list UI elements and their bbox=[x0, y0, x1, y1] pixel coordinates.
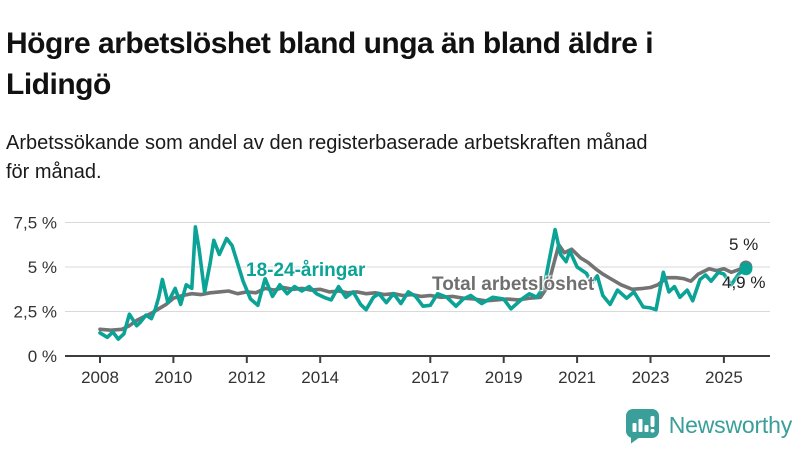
x-tick-label: 2021 bbox=[558, 368, 596, 387]
end-value-label-total: 5 % bbox=[729, 235, 759, 254]
newsworthy-logo: Newsworthy bbox=[624, 407, 792, 444]
newsworthy-logo-text: Newsworthy bbox=[668, 412, 792, 438]
x-tick-label: 2019 bbox=[485, 368, 523, 387]
x-tick-label: 2025 bbox=[705, 368, 743, 387]
y-tick-label: 2,5 % bbox=[14, 303, 57, 322]
series-end-dot-youth bbox=[739, 262, 753, 276]
page-title: Högre arbetslöshet bland unga än bland ä… bbox=[6, 27, 654, 101]
x-tick-label: 2008 bbox=[81, 368, 119, 387]
x-tick-label: 2010 bbox=[154, 368, 192, 387]
series-line-total bbox=[98, 242, 748, 332]
x-tick-label: 2014 bbox=[301, 368, 339, 387]
newsworthy-logo-icon bbox=[625, 409, 659, 444]
x-tick-label: 2017 bbox=[411, 368, 449, 387]
line-chart: 0 % 2,5 % 5 % 7,5 % 2008 2010 2012 2014 2017 2019… bbox=[14, 214, 770, 387]
series-label-youth: 18-24-åringar bbox=[246, 260, 366, 281]
chart-subtitle: Arbetssökande som andel av den registerb… bbox=[6, 132, 648, 183]
x-tick-label: 2012 bbox=[228, 368, 266, 387]
y-tick-label: 5 % bbox=[28, 258, 57, 277]
x-tick-label: 2023 bbox=[632, 368, 670, 387]
y-tick-label: 7,5 % bbox=[14, 214, 57, 233]
y-tick-label: 0 % bbox=[28, 347, 57, 366]
series-line-youth bbox=[98, 225, 748, 341]
series-label-total: Total arbetslöshet bbox=[432, 274, 595, 295]
end-value-label-youth: 4,9 % bbox=[722, 273, 766, 292]
